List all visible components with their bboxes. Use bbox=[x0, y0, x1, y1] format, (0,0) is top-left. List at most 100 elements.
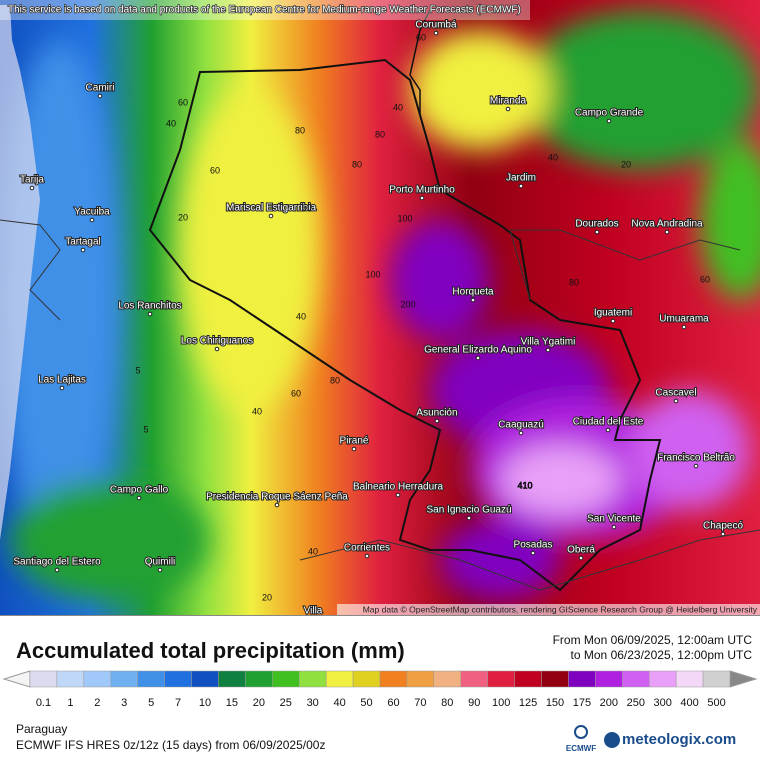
city-label: Tarija bbox=[20, 175, 44, 186]
city-dot bbox=[611, 524, 617, 530]
legend-title: Accumulated total precipitation (mm) bbox=[16, 638, 405, 663]
city-dot bbox=[59, 385, 65, 391]
city-dot bbox=[545, 347, 551, 353]
scale-swatch bbox=[164, 670, 192, 688]
contour-label: 80 bbox=[295, 125, 305, 135]
city-label: General Elizardo Aquino bbox=[424, 345, 532, 356]
city-label: Oberá bbox=[567, 545, 595, 556]
scale-label: 30 bbox=[307, 697, 319, 709]
scale-label: 0.1 bbox=[36, 697, 51, 709]
scale-swatch bbox=[137, 670, 165, 688]
contour-label: 80 bbox=[375, 129, 385, 139]
contour-label: 100 bbox=[397, 213, 412, 223]
city-label: Cascavel bbox=[655, 388, 696, 399]
city-dot bbox=[466, 515, 472, 521]
scale-swatch bbox=[29, 670, 58, 688]
contour-label: 40 bbox=[252, 406, 262, 416]
city-label: Pirané bbox=[340, 436, 369, 447]
city-label: Tartagal bbox=[65, 237, 101, 248]
scale-swatch bbox=[514, 670, 542, 688]
city-label: Los Chiriguanos bbox=[181, 336, 253, 347]
contour-label: 200 bbox=[400, 299, 415, 309]
city-label: Chapecó bbox=[703, 521, 743, 532]
contour-label: 20 bbox=[262, 592, 272, 602]
brand[interactable]: meteologix.com bbox=[622, 731, 736, 748]
contour-label: 60 bbox=[700, 274, 710, 284]
city-label: Corumbá bbox=[415, 20, 457, 31]
scale-label: 1 bbox=[67, 697, 73, 709]
scale-swatch bbox=[56, 670, 85, 688]
color-scale: 0.1 1 2 3 5 7 10 15 20 25 30 40 50 60 70 80 90 100 125 150 1… bbox=[2, 670, 758, 709]
scale-swatch bbox=[218, 670, 246, 688]
scale-swatch bbox=[83, 670, 112, 688]
scale-label: 500 bbox=[707, 697, 725, 709]
scale-swatch bbox=[325, 670, 354, 688]
city-label: Posadas bbox=[514, 540, 553, 551]
scale-label: 10 bbox=[199, 697, 211, 709]
city-dot bbox=[693, 463, 699, 469]
scale-label: 15 bbox=[226, 697, 238, 709]
city-label: Miranda bbox=[490, 96, 527, 107]
contour-label: 100 bbox=[365, 269, 380, 279]
notice: This service is based on data and produc… bbox=[8, 5, 521, 16]
city-dot bbox=[395, 492, 401, 498]
ecmwf-logo: ECMWF bbox=[566, 744, 596, 753]
city-dot bbox=[311, 617, 315, 621]
city-dot bbox=[364, 553, 370, 559]
contour-label: 40 bbox=[166, 118, 176, 128]
city-dot bbox=[97, 93, 103, 99]
scale-label: 60 bbox=[387, 697, 399, 709]
city-layer: Corumbá Camiri Miranda Campo Grande Tarija Ja… bbox=[12, 19, 744, 621]
contour-label: 40 bbox=[296, 311, 306, 321]
contour-label: 60 bbox=[302, 202, 312, 212]
city-label: Asunción bbox=[416, 408, 457, 419]
contour-label: 40 bbox=[393, 102, 403, 112]
city-dot bbox=[419, 195, 425, 201]
ecmwf-icon bbox=[574, 725, 588, 739]
city-label: Santiago del Estero bbox=[13, 557, 101, 568]
city-dot bbox=[720, 531, 726, 537]
city-dot bbox=[29, 185, 35, 191]
city-label: Presidencia Roque Sáenz Peña bbox=[206, 492, 348, 503]
city-dot bbox=[610, 318, 616, 324]
scale-swatch bbox=[406, 670, 435, 688]
city-label: Iguatemi bbox=[594, 308, 632, 319]
city-dot bbox=[664, 229, 670, 235]
contour-layer: 60 60 40 40 80 80 60 80 20 60 100 40 20 80 40 60 100 200 8… bbox=[135, 32, 710, 602]
scale-label: 2 bbox=[94, 697, 100, 709]
city-dot bbox=[274, 502, 280, 508]
city-dot bbox=[89, 217, 95, 223]
city-dot bbox=[578, 555, 584, 561]
city-label: Villa Ygatimi bbox=[521, 337, 576, 348]
period-to: to Mon 06/23/2025, 12:00pm UTC bbox=[571, 648, 753, 662]
contour-label: 40 bbox=[548, 152, 558, 162]
scale-label: 200 bbox=[600, 697, 618, 709]
scale-swatch bbox=[245, 670, 273, 688]
city-label: Camiri bbox=[86, 83, 115, 94]
contour-label: 60 bbox=[291, 388, 301, 398]
scale-label: 400 bbox=[680, 697, 698, 709]
scale-swatch bbox=[298, 670, 327, 688]
scale-label: 70 bbox=[414, 697, 426, 709]
scale-label: 300 bbox=[654, 697, 672, 709]
city-dot bbox=[530, 550, 536, 556]
city-dot bbox=[505, 106, 511, 112]
contour-label: 410 bbox=[517, 480, 532, 490]
contour-label: 60 bbox=[178, 97, 188, 107]
city-label: Campo Grande bbox=[575, 108, 644, 119]
city-label: Quimili bbox=[145, 557, 176, 568]
city-label: San Vicente bbox=[587, 514, 641, 525]
region: Paraguay bbox=[16, 722, 67, 736]
city-label: Corrientes bbox=[344, 543, 390, 554]
city-dot bbox=[673, 398, 679, 404]
city-dot bbox=[470, 297, 476, 303]
scale-label: 100 bbox=[492, 697, 510, 709]
scale-swatch bbox=[487, 670, 515, 688]
contour-label: 60 bbox=[416, 32, 426, 42]
scale-label: 50 bbox=[360, 697, 372, 709]
scale-label: 80 bbox=[441, 697, 453, 709]
scale-label: 25 bbox=[280, 697, 292, 709]
city-dot bbox=[681, 324, 687, 330]
